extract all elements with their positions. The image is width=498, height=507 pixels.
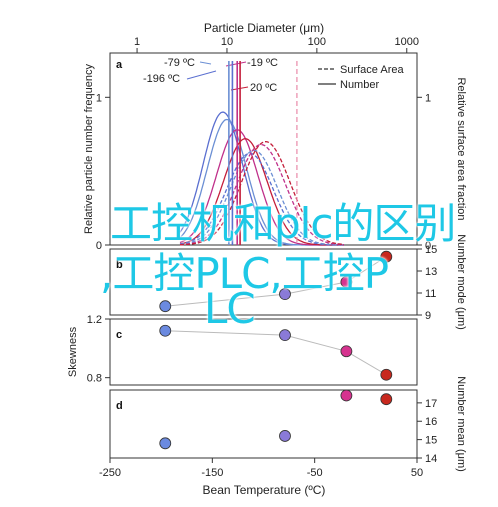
panel-c-data-point (340, 345, 353, 358)
annotation-minus196: -196 ºC (143, 73, 180, 85)
panel-b-letter: b (116, 259, 123, 271)
panel-d-ytick-label: 14 (425, 453, 437, 465)
legend-label-number: Number (340, 79, 379, 91)
top-axis-tick-label: 1000 (395, 36, 419, 48)
bottom-axis-tick-label: -150 (201, 467, 223, 479)
panel-b-ytick-label: 11 (425, 288, 436, 300)
bottom-axis-tick-label: 50 (411, 467, 423, 479)
panel-d-letter: d (116, 400, 123, 412)
surface-area-curve (180, 140, 344, 246)
panel-b-data-point (340, 276, 353, 288)
panel-a-yleft-tick-label: 0 (96, 240, 102, 252)
top-axis-tick-label: 100 (308, 36, 326, 48)
panel-d-ytick-label: 15 (425, 435, 437, 447)
legend-label-surface-area: Surface Area (340, 64, 404, 76)
panel-d-frame (109, 389, 418, 459)
panel-c-yleft-title: Skewness (67, 326, 79, 377)
panel-c-data-point (159, 324, 172, 337)
panel-b-data-point (279, 288, 291, 301)
panel-c-data-point (279, 329, 291, 342)
panel-b-ytick-label: 9 (425, 310, 431, 322)
panel-c-frame (109, 318, 418, 386)
annotation-minus79: -79 ºC (164, 57, 195, 69)
panel-b-data-point (380, 250, 393, 263)
panel-c-letter: c (116, 329, 122, 341)
surface-area-curve (179, 143, 344, 246)
bottom-axis-title: Bean Temperature (ºC) (203, 483, 326, 497)
panel-a-yright-title: Relative surface area fraction (455, 77, 467, 220)
panel-b-ytick-label: 15 (425, 244, 437, 256)
annotation-minus19: -19 ºC (247, 57, 278, 69)
panel-d-yright-title: Number mean (μm) (455, 376, 467, 472)
top-axis-title: Particle Diameter (μm) (204, 21, 324, 35)
top-axis-tick-label: 1 (134, 36, 140, 48)
panel-c-ytick-label: 0.8 (87, 373, 102, 385)
panel-a-frame (109, 52, 418, 246)
panel-c-data-point (380, 368, 393, 381)
panel-b-yright-title: Number mode (μm) (455, 234, 467, 330)
panel-a-yright-tick-label: 1 (425, 92, 431, 104)
panel-b-frame (109, 248, 418, 316)
panel-a-yleft-title: Relative particle number frequency (83, 64, 95, 234)
annotation-minus79-leader (199, 61, 212, 65)
annotation-minus196-leader (186, 70, 217, 80)
panel-d-ytick-label: 16 (425, 416, 437, 428)
legend: Surface Area Number (318, 64, 404, 91)
panel-b-ytick-label: 13 (425, 266, 437, 278)
panel-d-data-point (279, 430, 291, 442)
annotation-20: 20 ºC (250, 82, 277, 94)
surface-area-curve (179, 149, 344, 246)
panel-a-letter: a (116, 59, 123, 71)
panel-d-data-point (159, 437, 172, 450)
panel-c-trend-line (165, 330, 387, 376)
surface-area-curve (179, 152, 344, 246)
panel-d-data-point (340, 389, 353, 402)
overlay-text-line-1: 工控机和plc的区别 (110, 199, 456, 248)
bottom-axis-tick-label: -50 (307, 467, 323, 479)
overlay-text-line-3: LC (204, 284, 256, 333)
panel-c-ytick-label: 1.2 (87, 314, 102, 326)
panel-d-data-point (380, 393, 393, 406)
panel-a-yleft-tick-label: 1 (96, 92, 102, 104)
panel-a-yright-tick-label: 0 (425, 240, 431, 252)
overlay-text-line-2: ,工控PLC,工控P (100, 249, 389, 298)
bottom-axis-tick-label: -250 (99, 467, 121, 479)
panel-d-ytick-label: 17 (425, 398, 437, 410)
panel-b-trend-line (165, 256, 387, 307)
panel-b-data-point (159, 300, 172, 313)
top-axis-tick-label: 10 (221, 36, 233, 48)
